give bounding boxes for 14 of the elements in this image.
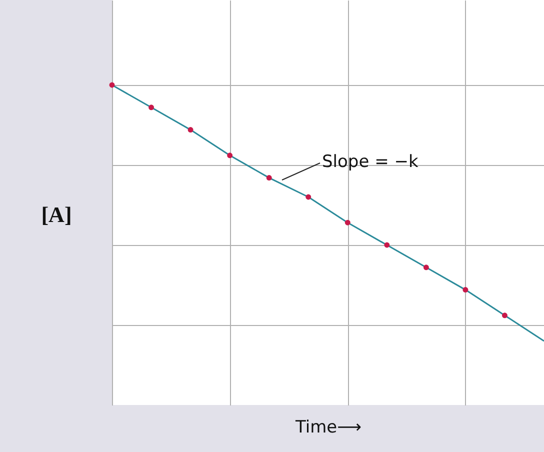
point [502, 312, 508, 318]
point [306, 194, 312, 200]
point [384, 242, 390, 248]
point [462, 287, 468, 293]
point [188, 127, 194, 133]
point [109, 82, 115, 88]
point [423, 264, 429, 270]
annotation: Slope = −k [322, 152, 418, 172]
x-axis-title: Time⟶ [294, 418, 362, 438]
point [266, 175, 272, 181]
point [148, 104, 154, 110]
point [227, 152, 233, 158]
y-axis-title: [A] [41, 202, 72, 228]
point [344, 220, 350, 226]
